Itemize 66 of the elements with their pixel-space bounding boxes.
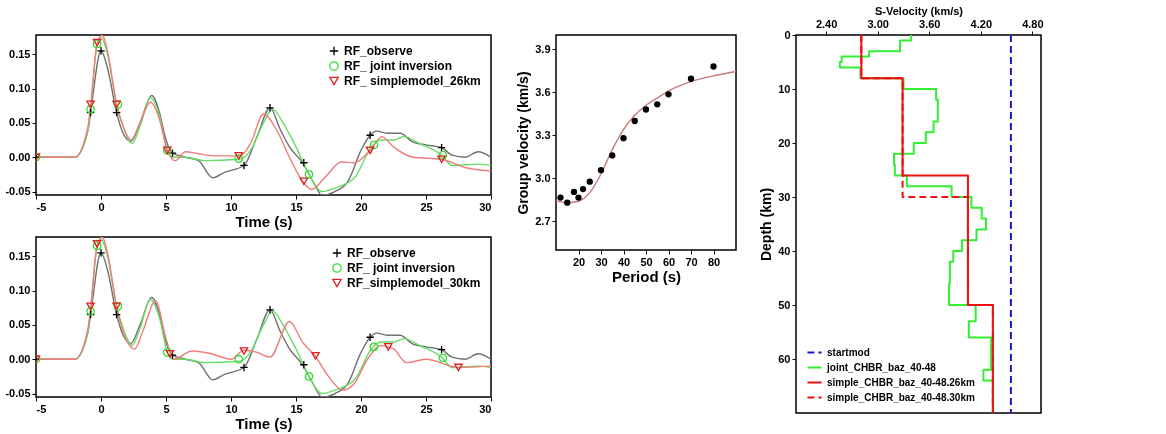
x-tick-label: 4.80 (1022, 17, 1044, 30)
legend-label: startmod (827, 346, 870, 358)
x-tick-label: 30 (595, 255, 608, 268)
x-axis-title: Time (s) (235, 212, 293, 230)
y-tick-label: 0.05 (9, 116, 31, 129)
x-tick-label: 70 (685, 255, 698, 268)
y-axis-title: Group velocity (km/s) (515, 71, 532, 215)
x-axis-title: Period (s) (611, 267, 682, 285)
legend-label: RF_ joint inversion (347, 261, 456, 275)
y-tick-label: 0.10 (9, 82, 31, 95)
x-tick-label: 80 (707, 255, 721, 268)
legend-label: joint_CHBR_baz_40-48 (826, 361, 937, 373)
y-tick-label: 2.7 (535, 214, 551, 227)
y-tick-label: 0 (784, 28, 791, 41)
legend-label: simple_CHBR_baz_40-48.26km (827, 376, 975, 388)
x-tick-label: 20 (572, 255, 586, 268)
x-axis-title: Time (s) (235, 414, 293, 432)
x-tick-label: 25 (420, 402, 433, 415)
x-tick-label: -5 (36, 402, 47, 415)
y-tick-label: 0.05 (9, 318, 31, 331)
x-tick-label: -5 (36, 200, 47, 213)
x-tick-label: 10 (225, 402, 238, 415)
y-tick-label: 10 (778, 82, 791, 95)
x-tick-label: 15 (290, 402, 303, 415)
legend-label: RF_ joint inversion (344, 59, 453, 73)
x-tick-label: 10 (225, 200, 238, 213)
y-tick-label: 0.00 (9, 352, 31, 365)
x-tick-label: 5 (163, 402, 170, 415)
x-tick-label: 3.00 (867, 17, 889, 30)
y-axis-title: Depth (km) (758, 187, 775, 262)
x-tick-label: 30 (479, 402, 492, 415)
y-tick-label: -0.05 (5, 387, 31, 400)
y-tick-label: 3.6 (535, 85, 551, 98)
x-tick-label: 15 (290, 200, 303, 213)
legend-label: RF_simplemodel_30km (347, 276, 481, 290)
y-tick-label: 3.9 (535, 42, 551, 55)
y-tick-label: 0.15 (9, 249, 31, 262)
x-tick-label: 5 (163, 200, 170, 213)
legend-label: simple_CHBR_baz_40-48.30km (827, 391, 975, 403)
y-tick-label: 60 (778, 352, 791, 365)
y-tick-label: 50 (778, 298, 791, 311)
y-tick-label: 0.00 (9, 150, 31, 163)
x-tick-label: 20 (355, 200, 368, 213)
y-tick-label: 0.15 (9, 47, 31, 60)
y-tick-label: 30 (778, 190, 791, 203)
legend-label: RF_observe (347, 246, 417, 260)
x-tick-label: 30 (479, 200, 492, 213)
y-tick-label: 3.3 (535, 128, 551, 141)
legend-label: RF_observe (344, 44, 414, 58)
y-tick-label: 0.10 (9, 284, 31, 297)
x-tick-label: 4.20 (970, 17, 993, 30)
x-tick-label: 60 (662, 255, 676, 268)
x-tick-label: 20 (355, 402, 368, 415)
x-tick-label: 2.40 (815, 17, 838, 30)
x-tick-label: 3.60 (919, 17, 941, 30)
x-tick-label: 0 (98, 200, 105, 213)
y-tick-label: 3.0 (535, 171, 551, 184)
x-tick-label: 40 (617, 255, 631, 268)
y-tick-label: 40 (778, 244, 791, 257)
y-tick-label: -0.05 (5, 185, 31, 198)
y-tick-label: 20 (778, 136, 791, 149)
x-tick-label: 50 (640, 255, 653, 268)
x-axis-title: S-Velocity (km/s) (874, 4, 964, 17)
x-tick-label: 25 (420, 200, 433, 213)
x-tick-label: 0 (98, 402, 105, 415)
legend-label: RF_ simplemodel_26km (344, 74, 481, 88)
